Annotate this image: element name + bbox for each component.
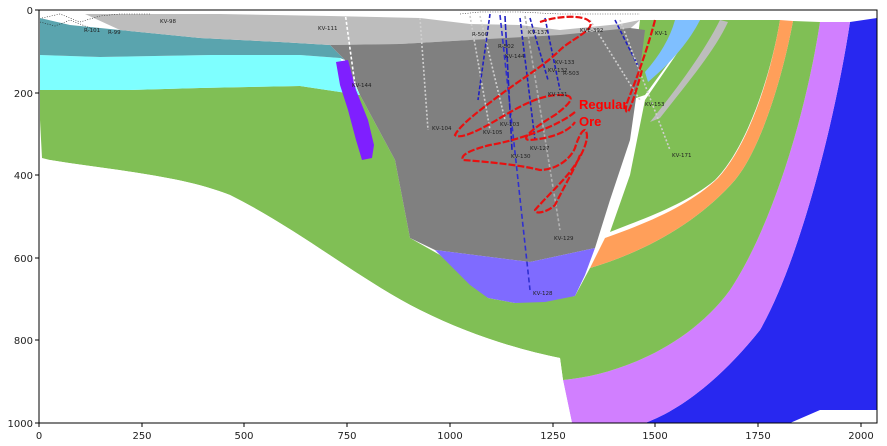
ore-annotation-line1: Regular — [579, 97, 627, 112]
x-tick-label: 250 — [132, 431, 151, 442]
drillhole-trace — [344, 11, 356, 86]
drillhole-trace — [469, 15, 491, 131]
x-tick-label: 1250 — [540, 431, 565, 442]
drillhole-label: R-99 — [108, 30, 121, 36]
geology-layers — [40, 14, 877, 423]
x-tick-labels: 0 250 500 750 1000 1250 1500 1750 2000 — [36, 431, 874, 442]
drillhole-trace — [529, 17, 549, 81]
drillhole-label: KV-127 — [530, 146, 550, 152]
drillhole-label: KV-1 — [655, 31, 668, 37]
x-tick-label: 750 — [337, 431, 356, 442]
x-tick-label: 0 — [36, 431, 42, 442]
plot-frame — [38, 9, 878, 424]
skyblue-unit — [645, 20, 700, 82]
drillhole-labels: R-101 R-99 KV-98 KV-111 KV-144 KV-104 KV… — [84, 19, 692, 297]
y-tick-label: 400 — [14, 171, 33, 182]
drillhole-label: KV-104 — [432, 126, 452, 132]
drillhole-label: KV-137 — [528, 30, 548, 36]
x-tick-label: 1000 — [437, 431, 462, 442]
pit-floor-unit — [435, 248, 595, 303]
drillhole-label: KV-130 — [511, 154, 531, 160]
drillhole-label: KV-98 — [160, 19, 177, 25]
drillhole-traces — [344, 11, 671, 291]
drillhole-label: KV-171 — [672, 153, 692, 159]
purple-dyke — [336, 60, 374, 160]
drillhole-label: KVE-392 — [580, 28, 603, 34]
drillhole-trace — [524, 15, 561, 231]
y-tick-label: 1000 — [8, 419, 33, 430]
topography-hatch — [39, 11, 640, 29]
ore-outline-upper — [453, 15, 592, 142]
y-axis — [35, 9, 39, 424]
drillhole-trace — [504, 15, 513, 151]
y-tick-label: 200 — [14, 89, 33, 100]
regular-ore-outline — [453, 15, 657, 214]
green-unit — [40, 20, 820, 380]
drillhole-label: R-500 — [472, 32, 489, 38]
drillhole-label: KV-128 — [533, 291, 553, 297]
drillhole-label: R-101 — [84, 28, 100, 34]
drillhole-label: KV-153 — [645, 102, 665, 108]
drillhole-trace — [479, 15, 506, 121]
drillhole-trace — [619, 19, 671, 151]
drillhole-label: R-503 — [563, 71, 580, 77]
drillhole-label: KV-144 — [505, 54, 525, 60]
drillhole-label: KV-129 — [554, 236, 574, 242]
drillhole-trace — [499, 14, 531, 291]
drillhole-trace — [544, 17, 561, 91]
light-grey-cover — [85, 14, 640, 46]
orange-unit — [590, 20, 793, 268]
drillhole-label: R-502 — [498, 44, 514, 50]
y-tick-labels: 0 200 400 600 800 1000 — [8, 6, 33, 430]
x-tick-label: 500 — [234, 431, 253, 442]
drillhole-label: KV-133 — [555, 60, 575, 66]
drillhole-trace — [477, 13, 491, 101]
teal-unit — [40, 18, 345, 60]
drillhole-label: KV-105 — [483, 130, 503, 136]
drillhole-trace — [419, 17, 429, 131]
x-tick-label: 1750 — [745, 431, 770, 442]
grey-band-right — [650, 20, 728, 122]
ore-outline-lower — [461, 111, 589, 214]
blue-unit — [645, 18, 877, 423]
white-lower-unit — [40, 160, 572, 423]
drillhole-label: KV-132 — [548, 68, 568, 74]
drillhole-label: KV-103 — [500, 122, 520, 128]
x-axis — [38, 423, 862, 427]
drillhole-label: KV-111 — [318, 26, 338, 32]
x-tick-label: 1500 — [642, 431, 667, 442]
drillhole-trace — [519, 17, 536, 141]
pink-unit — [563, 22, 850, 423]
ore-outline-right — [624, 19, 657, 114]
x-tick-label: 2000 — [848, 431, 873, 442]
drillhole-label: KV-144 — [352, 83, 372, 89]
y-tick-label: 600 — [14, 254, 33, 265]
cyan-unit — [40, 55, 360, 95]
y-tick-label: 800 — [14, 336, 33, 347]
y-tick-label: 0 — [27, 6, 33, 17]
drillhole-trace — [614, 19, 641, 71]
drillhole-label: KV-131 — [548, 92, 568, 98]
ore-annotation-line2: Ore — [579, 114, 601, 129]
green-right-unit — [610, 20, 780, 232]
